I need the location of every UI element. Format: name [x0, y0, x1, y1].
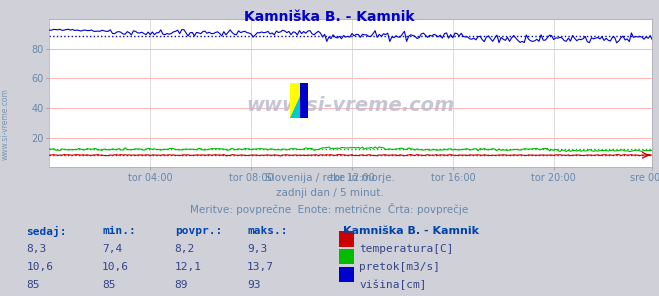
Text: 10,6: 10,6 [26, 262, 53, 272]
Text: 89: 89 [175, 280, 188, 290]
Text: 13,7: 13,7 [247, 262, 274, 272]
Text: povpr.:: povpr.: [175, 226, 222, 237]
Text: 12,1: 12,1 [175, 262, 202, 272]
Polygon shape [290, 83, 306, 118]
Text: www.si-vreme.com: www.si-vreme.com [1, 89, 10, 160]
Text: 93: 93 [247, 280, 260, 290]
Text: 85: 85 [102, 280, 115, 290]
Text: 10,6: 10,6 [102, 262, 129, 272]
Text: temperatura[C]: temperatura[C] [359, 244, 453, 254]
Text: sedaj:: sedaj: [26, 226, 67, 237]
Text: 8,2: 8,2 [175, 244, 195, 254]
Text: 7,4: 7,4 [102, 244, 123, 254]
Text: Slovenija / reke in morje.: Slovenija / reke in morje. [264, 173, 395, 183]
Text: min.:: min.: [102, 226, 136, 237]
Text: www.si-vreme.com: www.si-vreme.com [246, 96, 455, 115]
Text: Kamniška B. - Kamnik: Kamniška B. - Kamnik [244, 10, 415, 24]
Text: Meritve: povprečne  Enote: metrične  Črta: povprečje: Meritve: povprečne Enote: metrične Črta:… [190, 203, 469, 215]
Text: pretok[m3/s]: pretok[m3/s] [359, 262, 440, 272]
Text: maks.:: maks.: [247, 226, 287, 237]
Text: višina[cm]: višina[cm] [359, 280, 426, 290]
Text: 9,3: 9,3 [247, 244, 268, 254]
Text: zadnji dan / 5 minut.: zadnji dan / 5 minut. [275, 188, 384, 198]
Text: 85: 85 [26, 280, 40, 290]
Text: Kamniška B. - Kamnik: Kamniška B. - Kamnik [343, 226, 478, 237]
Text: 8,3: 8,3 [26, 244, 47, 254]
